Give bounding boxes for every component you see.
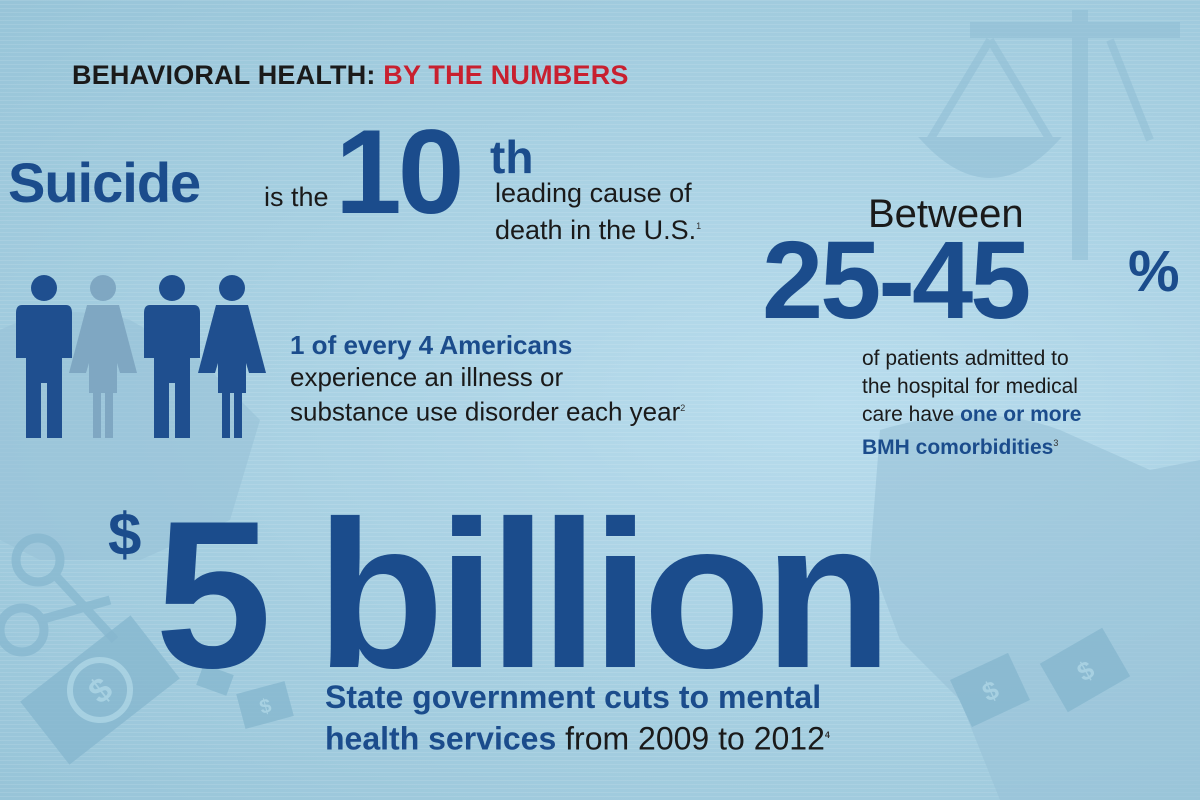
suicide-description: leading cause of death in the U.S.1 bbox=[495, 177, 701, 247]
americans-line2-text: substance use disorder each year bbox=[290, 396, 681, 427]
page-title: BEHAVIORAL HEALTH: BY THE NUMBERS bbox=[72, 60, 629, 91]
funding-amount: 5 billion bbox=[155, 477, 892, 712]
rank-number: 10 bbox=[335, 105, 464, 239]
comorbidity-line3-plain: care have bbox=[862, 403, 955, 426]
suicide-line2-text: death in the U.S. bbox=[495, 215, 697, 245]
americans-line2: substance use disorder each year2 bbox=[290, 393, 685, 428]
comorbidity-line4: BMH comorbidities3 bbox=[862, 429, 1081, 462]
rank-suffix: th bbox=[490, 131, 534, 183]
comorbidity-line3: care have one or more bbox=[862, 401, 1081, 429]
person-icon bbox=[198, 275, 266, 438]
comorbidity-lead: Between bbox=[868, 192, 1024, 236]
suicide-line1: leading cause of bbox=[495, 178, 692, 208]
funding-description: State government cuts to mental health s… bbox=[325, 678, 830, 758]
footnote-4: 4 bbox=[824, 730, 830, 740]
currency-symbol: $ bbox=[108, 501, 142, 568]
comorbidity-line4-highlight: BMH comorbidities bbox=[862, 436, 1054, 459]
percent-sign: % bbox=[1128, 239, 1180, 304]
suicide-subject: Suicide bbox=[8, 151, 201, 214]
comorbidity-line1: of patients admitted to bbox=[862, 347, 1069, 370]
scissors-icon bbox=[0, 533, 119, 657]
person-icon bbox=[69, 275, 137, 438]
comorbidity-line3-highlight: one or more bbox=[960, 403, 1082, 426]
suicide-line2: death in the U.S.1 bbox=[495, 210, 701, 247]
suicide-connector: is the bbox=[264, 182, 329, 212]
footnote-1: 1 bbox=[696, 221, 702, 231]
funding-line2-bold: health services bbox=[325, 720, 557, 757]
person-icon bbox=[16, 275, 72, 438]
americans-headline: 1 of every 4 Americans bbox=[290, 330, 573, 360]
comorbidity-description: of patients admitted to the hospital for… bbox=[862, 345, 1081, 462]
comorbidity-range: 25-45 bbox=[762, 219, 1031, 342]
americans-description: experience an illness or substance use d… bbox=[290, 362, 685, 428]
footnote-3: 3 bbox=[1053, 438, 1059, 448]
person-icon bbox=[144, 275, 200, 438]
funding-line2-plain: from 2009 to 2012 bbox=[565, 720, 825, 757]
svg-text:$: $ bbox=[257, 695, 273, 719]
title-part1: BEHAVIORAL HEALTH: bbox=[72, 60, 376, 90]
title-part2: BY THE NUMBERS bbox=[383, 60, 629, 90]
map-silhouette bbox=[0, 312, 1200, 800]
funding-line1: State government cuts to mental bbox=[325, 679, 822, 715]
comorbidity-line2: the hospital for medical bbox=[862, 375, 1078, 398]
dollar-bill-icon: $ $ $ $ bbox=[20, 615, 1131, 765]
americans-line1: experience an illness or bbox=[290, 362, 564, 392]
funding-line2: health services from 2009 to 20124 bbox=[325, 716, 830, 758]
scales-of-justice-icon bbox=[918, 10, 1180, 260]
footnote-2: 2 bbox=[680, 403, 686, 413]
